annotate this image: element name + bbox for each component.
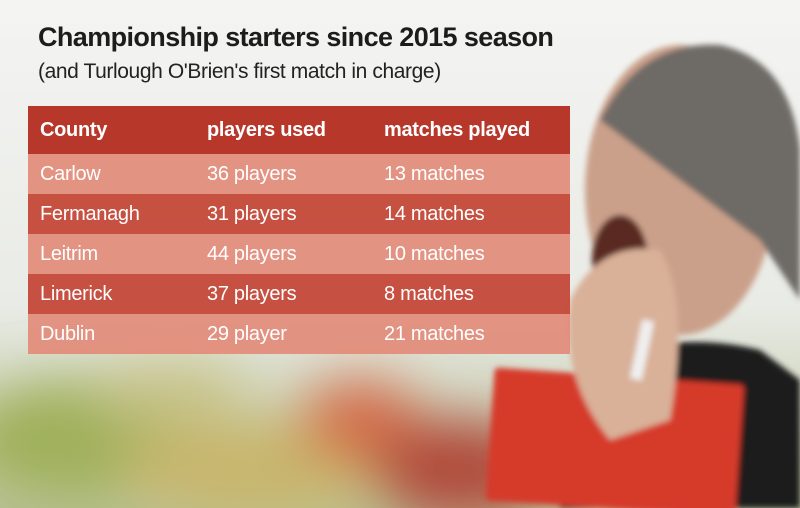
column-header: County <box>28 106 195 154</box>
table-cell: 8 matches <box>372 274 570 314</box>
table-cell: 13 matches <box>372 154 570 194</box>
table-cell: 14 matches <box>372 194 570 234</box>
coach <box>485 44 800 508</box>
table-cell: Carlow <box>28 154 195 194</box>
table-row: Dublin 29 player 21 matches <box>28 314 570 354</box>
table-cell: Leitrim <box>28 234 195 274</box>
table-row: Leitrim 44 players 10 matches <box>28 234 570 274</box>
subtitle: (and Turlough O'Brien's first match in c… <box>38 60 441 83</box>
table-cell: 31 players <box>195 194 372 234</box>
header-row: County players used matches played <box>28 106 570 154</box>
table: County players used matches played Carlow 3… <box>28 106 570 354</box>
column-header: matches played <box>372 106 570 154</box>
table-cell: 21 matches <box>372 314 570 354</box>
table-cell: Fermanagh <box>28 194 195 234</box>
table-cell: Dublin <box>28 314 195 354</box>
table-cell: Limerick <box>28 274 195 314</box>
table-cell: 10 matches <box>372 234 570 274</box>
table-body: Carlow 36 players 13 matches Fermanagh 31 pl… <box>28 154 570 354</box>
table-row: Limerick 37 players 8 matches <box>28 274 570 314</box>
table-cell: 44 players <box>195 234 372 274</box>
column-header: players used <box>195 106 372 154</box>
table-cell: 37 players <box>195 274 372 314</box>
table-cell: 29 player <box>195 314 372 354</box>
blurred-crowd <box>0 360 550 508</box>
table-row: Fermanagh 31 players 14 matches <box>28 194 570 234</box>
table-cell: 36 players <box>195 154 372 194</box>
table-row: Carlow 36 players 13 matches <box>28 154 570 194</box>
title: Championship starters since 2015 season <box>38 22 554 52</box>
